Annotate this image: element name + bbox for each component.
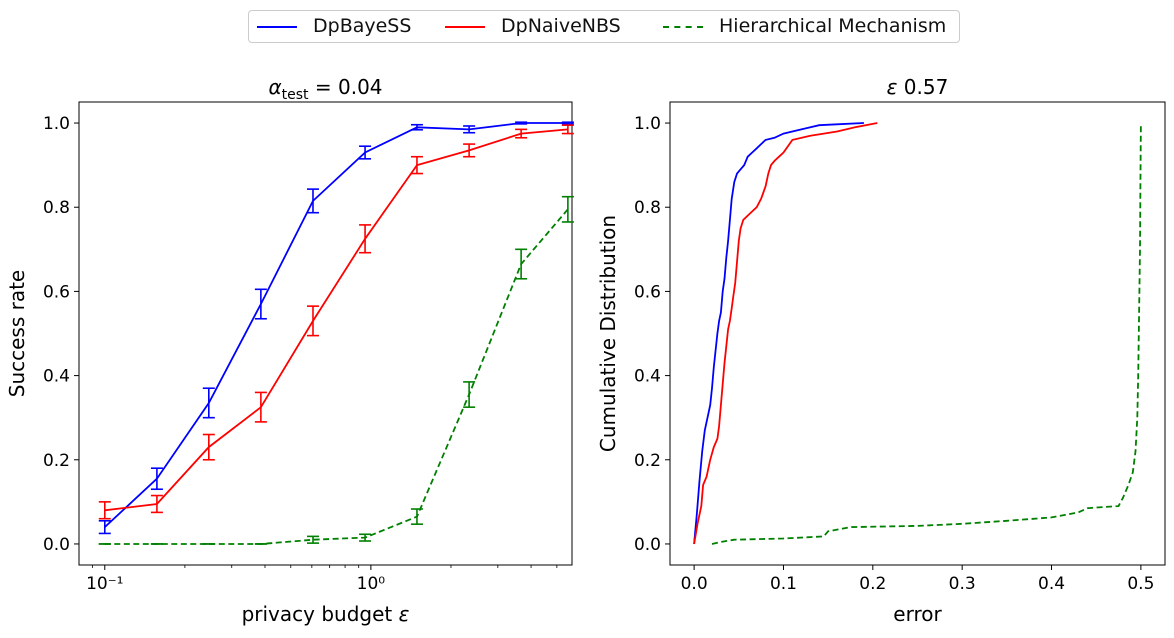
legend-line-dpbayess [257, 26, 297, 28]
panel-2-ytick-label: 0.0 [634, 535, 661, 555]
panel-2-ylabel: Cumulative Distribution [596, 215, 620, 452]
legend-label-dpnaivenbs: DpNaiveNBS [501, 15, 621, 37]
panel-2-ytick-label: 0.2 [634, 451, 661, 471]
panel-1-series-dpnaivenbs-line [104, 128, 568, 512]
panel-1-ytick-label: 0.0 [43, 535, 70, 555]
panel-1-series-hierarchical-mechanism-line [104, 208, 569, 545]
panel-2-ytick-label: 0.6 [634, 282, 661, 302]
panel-2-series-dpnaivenbs-line [693, 122, 878, 545]
panel-1-xtick-label: 10⁰ [357, 574, 386, 594]
panel-1-ytick-label: 0.4 [43, 367, 70, 387]
panel-1-ytick-label: 0.6 [43, 282, 70, 302]
legend-line-hierarchical [663, 26, 703, 28]
panel-2-xtick-label: 0.3 [949, 574, 976, 594]
panel-2-xtick-label: 0.5 [1127, 574, 1154, 594]
panel-2-xtick-label: 0.4 [1038, 574, 1065, 594]
panel-1-ytick-label: 0.8 [43, 198, 70, 218]
legend-label-dpbayess: DpBayeSS [313, 15, 412, 37]
panel-1-xtick-label: 10⁻¹ [86, 574, 123, 594]
panel-1-series-dpbayess-line [104, 122, 568, 528]
panel-1-title: αtest = 0.04 [268, 75, 382, 103]
panel-2-ytick-label: 0.8 [634, 198, 661, 218]
panel-2-xtick-label: 0.2 [859, 574, 886, 594]
panel-2-axes-frame [669, 101, 1166, 566]
panel-2-title: ε 0.57 [887, 75, 949, 99]
panel-2-xtick-label: 0.1 [770, 574, 797, 594]
panel-2-ytick-label: 0.4 [634, 367, 661, 387]
panel-2-xlabel: error [893, 602, 942, 626]
panel-2-series-dpbayess-line [693, 122, 864, 545]
panel-1-ylabel: Success rate [5, 270, 29, 398]
legend-label-hierarchical: Hierarchical Mechanism [719, 15, 947, 37]
panel-1-axes-frame [78, 101, 573, 566]
panel-1-ytick-label: 0.2 [43, 451, 70, 471]
panel-2-xtick-label: 0.0 [681, 574, 708, 594]
legend-line-dpnaivenbs [445, 26, 485, 28]
chart-legend: DpBayeSS DpNaiveNBS Hierarchical Mechani… [248, 10, 960, 43]
panel-2-series-hierarchical-mechanism-line [711, 122, 1142, 545]
panel-2-ytick-label: 1.0 [634, 114, 661, 134]
panel-1-ytick-label: 1.0 [43, 114, 70, 134]
panel-1-xlabel: privacy budget ε [242, 602, 410, 626]
